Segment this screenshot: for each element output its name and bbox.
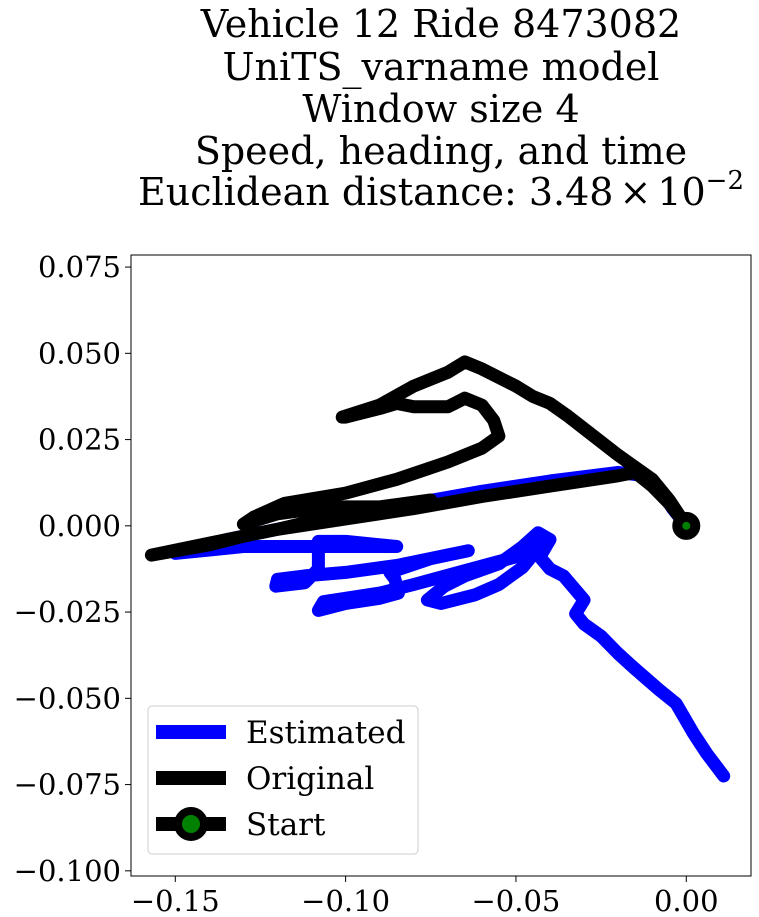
title-distance-prefix: Euclidean distance: 3.48 [138, 170, 613, 214]
y-tick-label: 0.050 [38, 336, 121, 370]
x-tick-label: −0.15 [131, 884, 220, 917]
title-line-distance: Euclidean distance: 3.48 × 10−2 [138, 166, 744, 214]
title-distance-base: 10 [657, 170, 705, 214]
y-tick-label: −0.050 [14, 681, 121, 715]
y-tick-label: −0.100 [14, 854, 121, 888]
title-distance-times: × [619, 170, 651, 214]
series-line-original [144, 355, 693, 562]
title-line-1: Vehicle 12 Ride 8473082 [200, 2, 681, 46]
legend-estimated-label: Estimated [246, 715, 405, 751]
y-tick-label: −0.025 [14, 595, 121, 629]
chart-title: Vehicle 12 Ride 8473082 UniTS_varname mo… [138, 2, 744, 214]
series-layer [144, 355, 731, 783]
title-line-2: UniTS_varname model [223, 45, 660, 90]
y-tick-label: 0.025 [38, 423, 121, 457]
y-tick-label: −0.075 [14, 768, 121, 802]
y-tick-label: 0.000 [38, 509, 121, 543]
x-tick-label: −0.10 [301, 884, 390, 917]
legend: Estimated Original Start [147, 705, 419, 855]
plot-frame [130, 254, 752, 877]
legend-start-label: Start [246, 807, 326, 843]
title-distance-exponent: −2 [706, 166, 744, 196]
title-line-4: Speed, heading, and time [195, 129, 687, 173]
x-tick-label: 0.00 [654, 884, 719, 917]
title-line-3: Window size 4 [302, 87, 579, 131]
marker-layer [672, 511, 701, 540]
y-tick-label: 0.075 [38, 250, 121, 284]
y-axis: 0.075 0.050 0.025 0.000 −0.025 −0.050 −0.075 −0… [14, 250, 131, 888]
x-axis: −0.15 −0.10 −0.05 0.00 [131, 876, 719, 917]
legend-original-label: Original [246, 761, 374, 797]
x-tick-label: −0.05 [472, 884, 561, 917]
legend-start-marker [174, 807, 208, 841]
start-marker [672, 511, 701, 540]
